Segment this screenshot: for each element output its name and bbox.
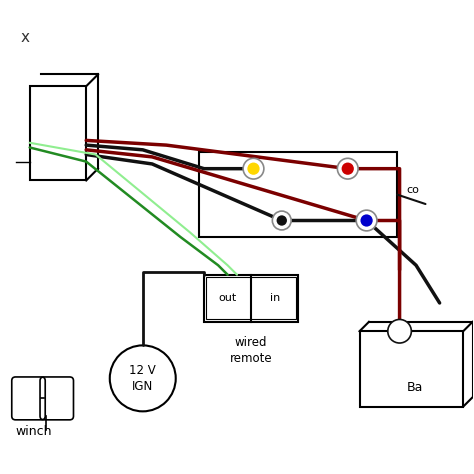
- Circle shape: [342, 163, 354, 175]
- Circle shape: [388, 319, 411, 343]
- Circle shape: [337, 158, 358, 179]
- Circle shape: [395, 327, 404, 336]
- Text: wired
remote: wired remote: [230, 336, 273, 365]
- Circle shape: [243, 158, 264, 179]
- Circle shape: [356, 210, 377, 231]
- Text: in: in: [270, 293, 280, 303]
- Text: co: co: [407, 185, 419, 195]
- Text: Ba: Ba: [407, 381, 423, 394]
- Text: winch: winch: [16, 426, 52, 438]
- Bar: [359, 331, 463, 407]
- Text: 12 V
IGN: 12 V IGN: [129, 364, 156, 393]
- Circle shape: [247, 163, 260, 175]
- Text: out: out: [219, 293, 237, 303]
- Bar: [30, 86, 86, 181]
- Circle shape: [277, 215, 287, 226]
- Bar: [199, 152, 397, 237]
- Circle shape: [273, 211, 291, 230]
- Bar: [206, 277, 296, 319]
- Text: x: x: [20, 30, 29, 45]
- Circle shape: [360, 214, 373, 227]
- Bar: [204, 275, 298, 322]
